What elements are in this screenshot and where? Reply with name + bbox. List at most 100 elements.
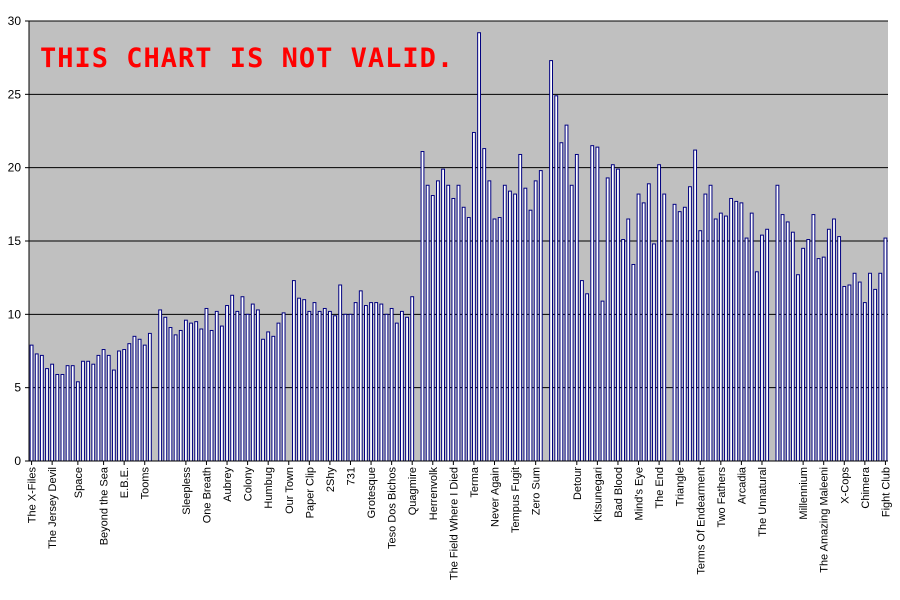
bar [765, 228, 770, 462]
x-tick-label: 731 [346, 467, 358, 485]
x-tick-label: Mind's Eye [634, 467, 646, 520]
y-tick-label: 10 [8, 307, 22, 321]
bar [317, 310, 322, 462]
bar [389, 307, 394, 462]
bar [276, 322, 281, 462]
bar [837, 236, 842, 462]
bar [718, 212, 723, 462]
bar [477, 32, 481, 462]
bar [451, 197, 456, 462]
bar [65, 365, 70, 462]
bar [610, 164, 615, 462]
x-tick-label: 2Shy [325, 467, 337, 493]
bar [101, 349, 106, 462]
bar [538, 170, 543, 462]
bar [302, 299, 307, 462]
bar [492, 218, 497, 462]
x-tick-label: Terma [469, 466, 481, 497]
bar [111, 369, 116, 462]
bar [739, 202, 744, 462]
bar [621, 239, 626, 462]
bar [508, 190, 512, 462]
bar [132, 335, 137, 462]
bar [178, 329, 183, 462]
bar [646, 183, 651, 462]
x-tick-label: Millennium [798, 467, 810, 520]
bar [595, 146, 600, 462]
bar [724, 215, 728, 462]
bar [194, 321, 199, 462]
x-tick-label: Sleepless [181, 467, 193, 515]
bar [862, 302, 867, 462]
x-tick-label: Our Town [284, 467, 296, 514]
bar [713, 218, 718, 462]
x-tick-label: The Field Where I Died [448, 467, 460, 580]
bar [518, 153, 523, 462]
bar [168, 327, 173, 462]
bar [374, 302, 379, 462]
x-tick-label: Never Again [490, 467, 502, 527]
x-tick-label: Space [73, 467, 85, 498]
bar [333, 315, 337, 462]
bar [441, 168, 445, 462]
bar [456, 184, 461, 462]
bar [528, 209, 533, 462]
x-tick-label: Chimera [860, 466, 872, 508]
bar [482, 148, 487, 462]
bar [502, 184, 507, 462]
bar [605, 177, 610, 462]
bar [235, 310, 240, 462]
bar [91, 363, 96, 462]
bar [631, 263, 636, 462]
bar [410, 296, 415, 462]
bar [672, 203, 677, 462]
bar [230, 294, 235, 462]
bar [472, 131, 476, 462]
bar [96, 354, 101, 462]
bar [703, 193, 708, 462]
x-tick-label: X-Cops [839, 467, 851, 504]
bar [122, 349, 127, 462]
bar [436, 180, 440, 462]
bar [291, 280, 296, 462]
bar-series [29, 32, 888, 462]
bar [626, 218, 631, 462]
bar [70, 365, 75, 462]
bar [127, 343, 132, 462]
x-tick-label: Humbug [263, 467, 275, 509]
bar [29, 344, 34, 462]
bar [590, 145, 595, 462]
bar [801, 247, 806, 462]
bar [261, 338, 265, 462]
bar [60, 373, 65, 462]
bar [137, 338, 142, 462]
x-tick-label: Paper Clip [304, 467, 316, 518]
bar [641, 202, 646, 462]
not-valid-annotation: THIS CHART IS NOT VALID. [40, 43, 454, 74]
bar [868, 272, 872, 462]
x-tick-label: Bad Blood [613, 467, 625, 518]
bar [214, 310, 219, 462]
x-tick-label: E.B.E. [119, 467, 131, 498]
bar [698, 230, 703, 462]
bar [688, 186, 692, 462]
bar [533, 180, 538, 462]
x-tick-label: Herrenvolk [428, 467, 440, 521]
bar [219, 325, 224, 462]
bar [353, 302, 358, 462]
x-tick-label: Terms Of Endearment [695, 467, 707, 575]
bar [420, 151, 425, 462]
bar [780, 214, 785, 462]
bar [693, 149, 698, 462]
bar [487, 180, 492, 462]
bar [523, 187, 528, 462]
bar [857, 281, 862, 462]
bar [358, 290, 363, 462]
x-tick-label: Colony [243, 467, 255, 502]
bar [225, 305, 229, 462]
bar [554, 95, 559, 462]
x-tick-label: Two Fathers [716, 467, 728, 528]
bar [312, 302, 317, 462]
bar [271, 335, 276, 462]
